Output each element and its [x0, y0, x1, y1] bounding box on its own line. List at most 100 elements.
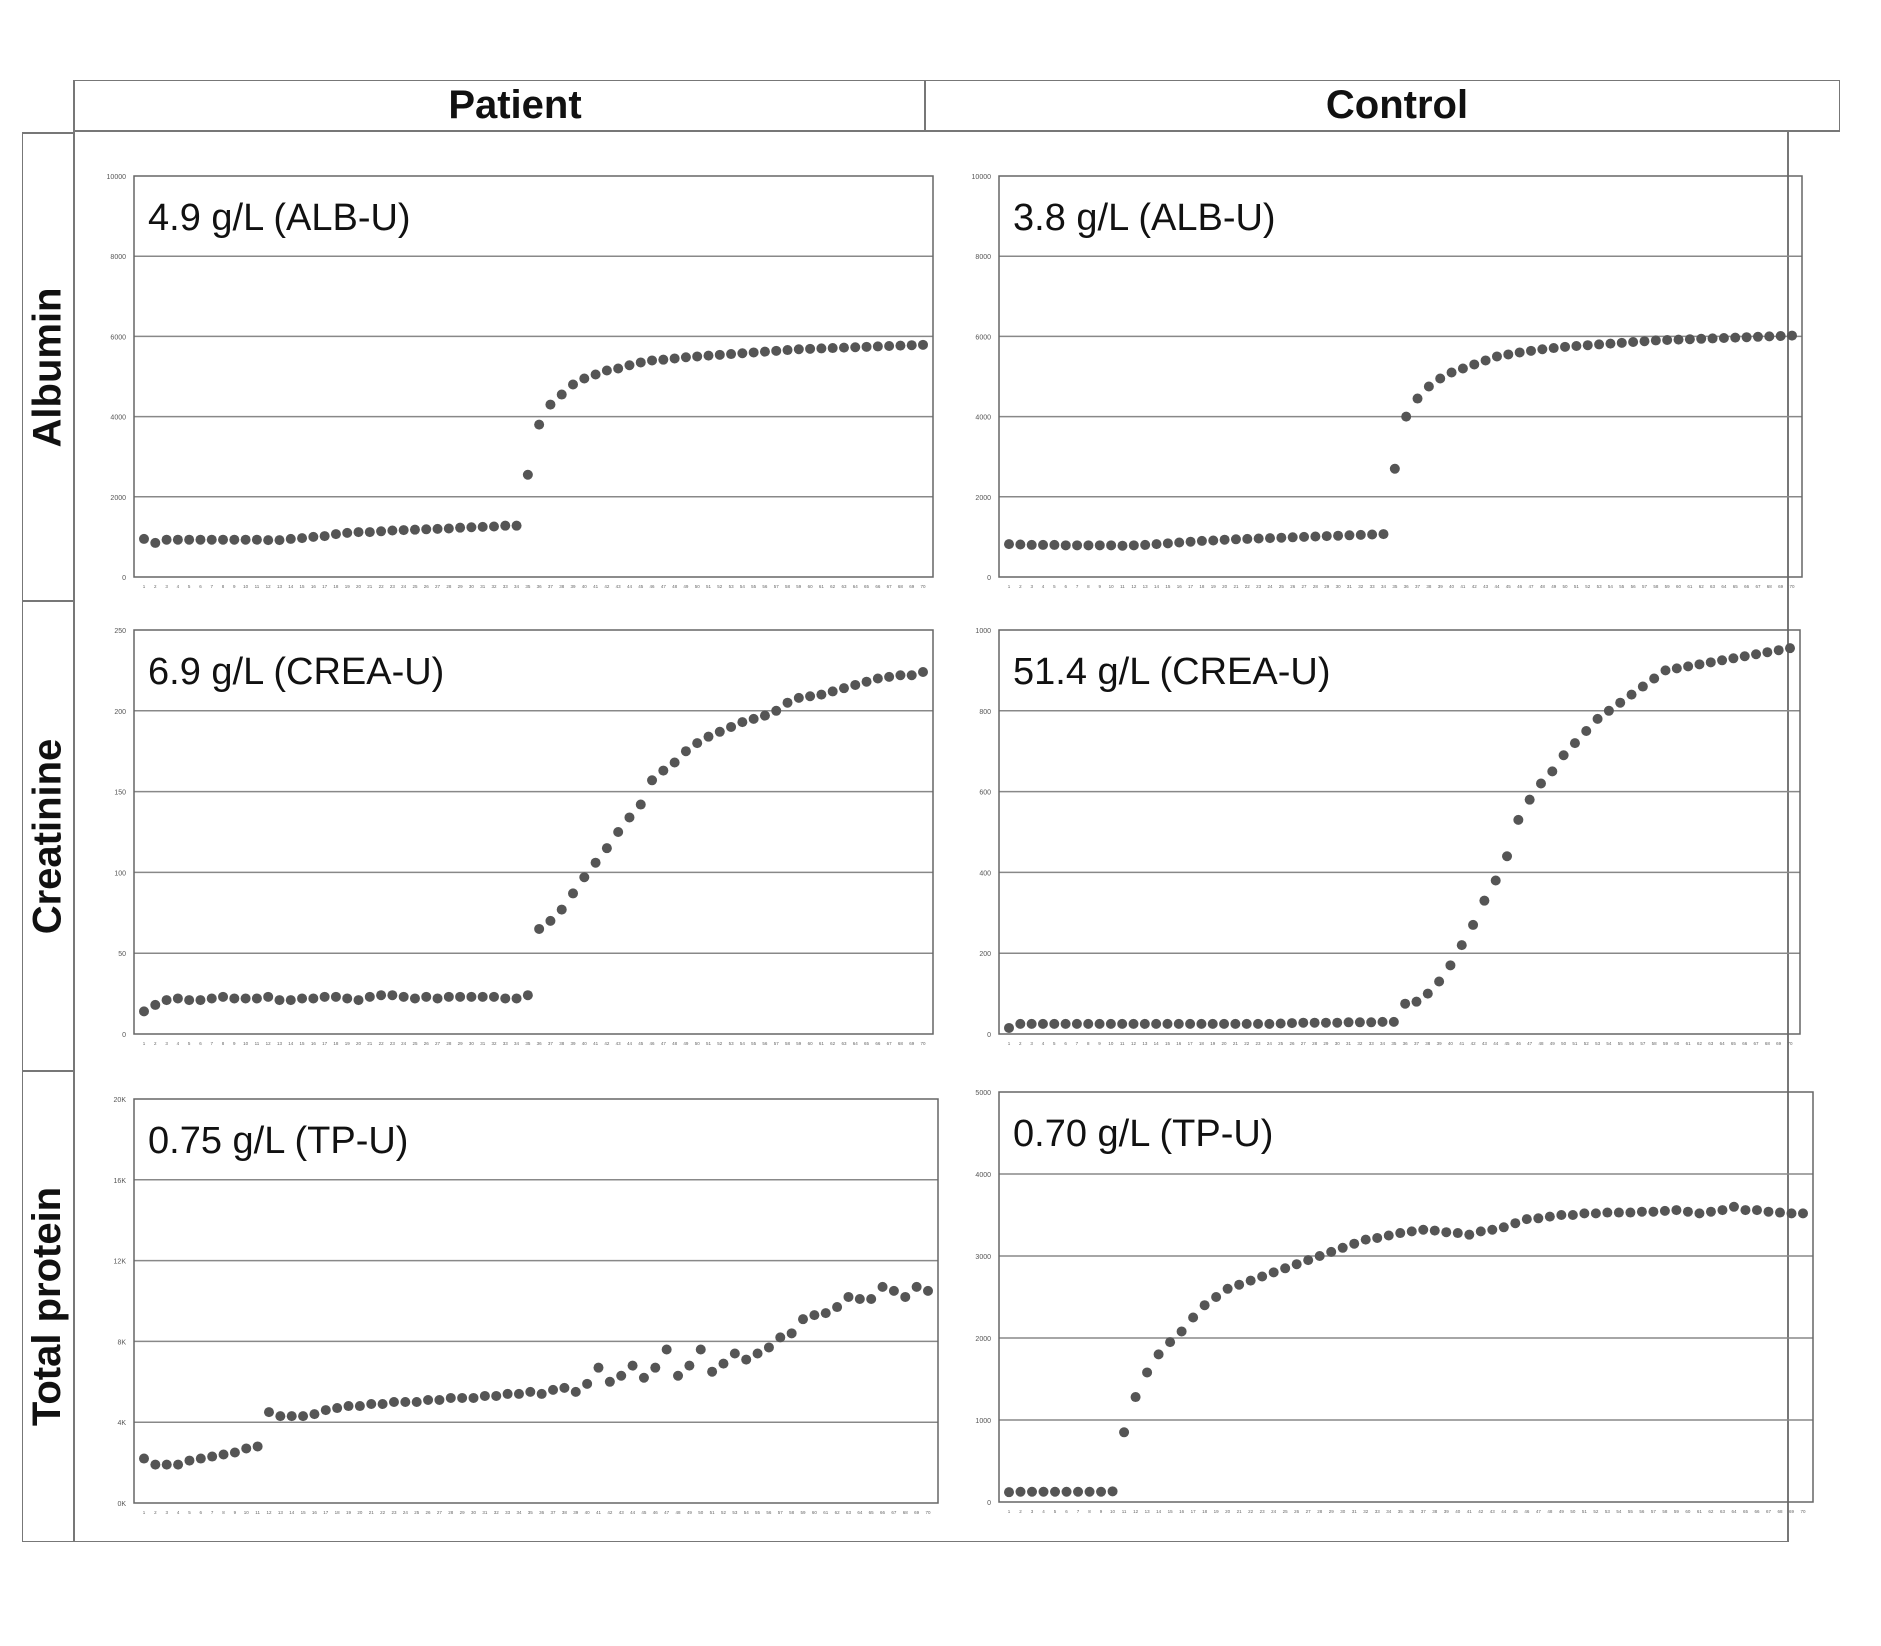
- x-tick-label: 44: [627, 1041, 633, 1046]
- x-tick-label: 38: [562, 1510, 568, 1515]
- data-point: [1321, 531, 1332, 542]
- x-tick-label: 50: [1561, 1041, 1567, 1046]
- y-tick-label: 20K: [114, 1097, 127, 1104]
- x-tick-label: 9: [233, 1041, 236, 1046]
- x-tick-label: 70: [1789, 584, 1795, 589]
- data-point: [1276, 532, 1287, 543]
- x-tick-label: 54: [1616, 1509, 1622, 1514]
- row-label-albumin: Albumin: [22, 133, 74, 601]
- plot-frame: [133, 629, 934, 1035]
- x-tick-label: 10: [243, 1041, 249, 1046]
- x-tick-label: 24: [401, 1041, 407, 1046]
- data-point: [1660, 665, 1671, 676]
- y-tick-label: 2000: [975, 1336, 991, 1343]
- data-point: [1762, 647, 1773, 658]
- x-tick-label: 60: [808, 584, 814, 589]
- data-point: [409, 524, 420, 535]
- data-point: [718, 1358, 729, 1369]
- y-tick-label: 10000: [107, 174, 127, 181]
- x-tick-label: 40: [582, 1041, 588, 1046]
- x-tick-label: 10: [1110, 1509, 1116, 1514]
- y-tick-label: 0: [987, 575, 991, 582]
- data-point: [1569, 738, 1580, 749]
- data-point: [1683, 661, 1694, 672]
- data-point: [1648, 1206, 1659, 1217]
- data-point: [1469, 359, 1480, 370]
- data-point: [1671, 663, 1682, 674]
- x-tick-label: 62: [830, 1041, 836, 1046]
- x-tick-label: 38: [559, 584, 565, 589]
- x-tick-label: 19: [345, 584, 351, 589]
- data-point: [827, 686, 838, 697]
- y-tick-label: 600: [979, 790, 991, 797]
- data-point: [1153, 1349, 1164, 1360]
- data-point: [342, 993, 353, 1004]
- x-tick-label: 51: [706, 1041, 712, 1046]
- x-tick-label: 17: [322, 1041, 328, 1046]
- x-tick-label: 50: [1563, 584, 1569, 589]
- data-point: [627, 1360, 638, 1371]
- x-tick-label: 29: [1329, 1509, 1335, 1514]
- data-point: [1196, 1018, 1207, 1029]
- x-tick-label: 57: [1640, 1041, 1646, 1046]
- x-tick-label: 68: [898, 1041, 904, 1046]
- data-point: [445, 1392, 456, 1403]
- x-tick-label: 11: [255, 1510, 260, 1515]
- data-point: [491, 1390, 502, 1401]
- x-tick-label: 40: [585, 1510, 591, 1515]
- x-tick-label: 34: [1381, 584, 1387, 589]
- data-point: [906, 340, 917, 351]
- x-tick-label: 17: [1191, 1509, 1197, 1514]
- x-tick-label: 26: [424, 584, 430, 589]
- data-point: [759, 710, 770, 721]
- data-point: [1548, 343, 1559, 354]
- x-tick-label: 62: [835, 1510, 841, 1515]
- x-tick-label: 15: [301, 1510, 307, 1515]
- data-point: [1245, 1275, 1256, 1286]
- x-tick-label: 45: [1506, 584, 1512, 589]
- data-point: [545, 915, 556, 926]
- data-point: [692, 351, 703, 362]
- row-label-albumin-text: Albumin: [25, 287, 70, 447]
- x-tick-label: 20: [1222, 584, 1228, 589]
- x-tick-label: 26: [426, 1510, 432, 1515]
- data-point: [647, 775, 658, 786]
- data-point: [726, 721, 737, 732]
- y-tick-label: 4000: [975, 1172, 991, 1179]
- data-point: [1162, 1018, 1173, 1029]
- x-tick-label: 4: [1042, 1041, 1045, 1046]
- data-point: [1752, 331, 1763, 342]
- x-tick-label: 37: [551, 1510, 557, 1515]
- data-point: [1490, 875, 1501, 886]
- x-tick-label: 66: [880, 1510, 886, 1515]
- x-tick-label: 31: [1346, 1041, 1352, 1046]
- x-tick-label: 27: [435, 1041, 441, 1046]
- data-point: [884, 341, 895, 352]
- x-tick-label: 12: [1131, 1041, 1137, 1046]
- data-point: [342, 527, 353, 538]
- x-tick-label: 22: [379, 584, 385, 589]
- x-tick-label: 36: [537, 584, 543, 589]
- y-tick-label: 4K: [117, 1420, 126, 1427]
- data-point: [1479, 895, 1490, 906]
- x-tick-label: 54: [744, 1510, 750, 1515]
- data-point: [500, 520, 511, 531]
- data-point: [455, 522, 466, 533]
- x-tick-label: 23: [1256, 1041, 1262, 1046]
- x-tick-label: 45: [638, 1041, 644, 1046]
- data-point: [285, 533, 296, 544]
- data-point: [1286, 1018, 1297, 1029]
- x-tick-label: 58: [789, 1510, 795, 1515]
- x-tick-label: 21: [1233, 1041, 1239, 1046]
- data-point: [1383, 1230, 1394, 1241]
- x-tick-label: 22: [379, 1041, 385, 1046]
- x-tick-label: 22: [1248, 1509, 1254, 1514]
- x-tick-label: 61: [819, 584, 825, 589]
- data-point: [1659, 1205, 1670, 1216]
- data-point: [443, 991, 454, 1002]
- data-point: [1337, 1242, 1348, 1253]
- x-tick-label: 11: [1120, 1041, 1125, 1046]
- data-point: [726, 349, 737, 360]
- data-point: [319, 531, 330, 542]
- x-tick-label: 28: [1313, 584, 1319, 589]
